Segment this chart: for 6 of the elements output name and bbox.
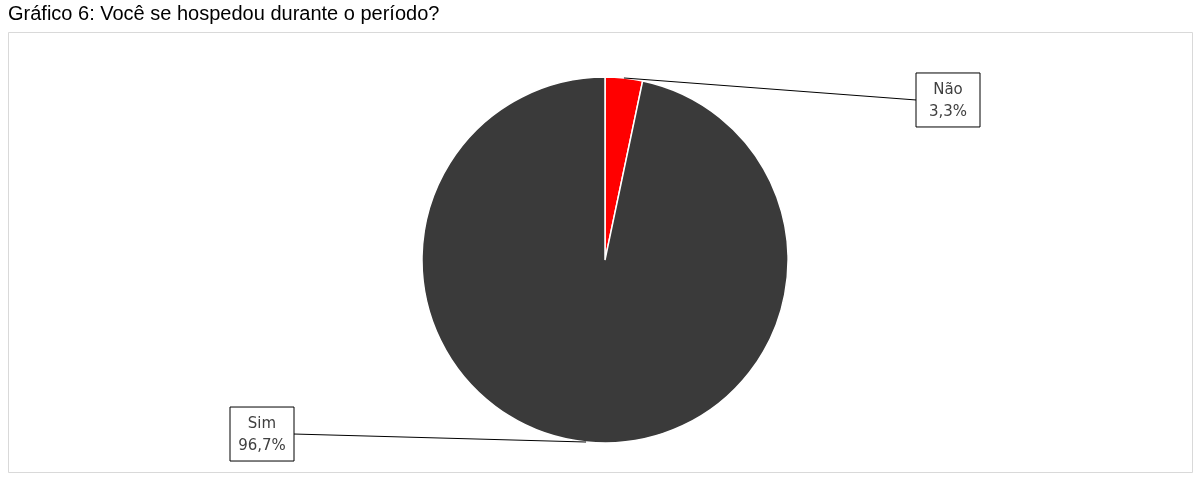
data-label: 96,7% (238, 436, 286, 455)
slice-label: Sim (247, 414, 277, 433)
data-label: 3,3% (928, 101, 968, 120)
pie-slice (421, 76, 789, 444)
slice-label: Não (933, 79, 963, 98)
chart-title: Gráfico 6: Você se hospedou durante o período? (8, 2, 440, 24)
